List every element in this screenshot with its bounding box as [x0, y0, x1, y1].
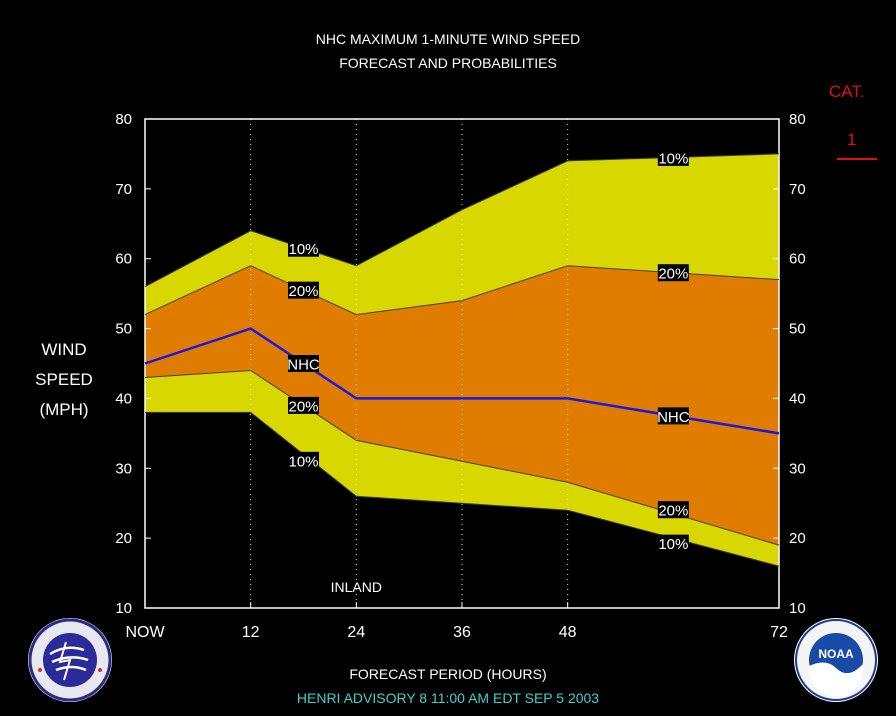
- y-tick-label-right: 10: [789, 600, 806, 617]
- x-tick-label: 48: [559, 624, 577, 641]
- y-tick-label-right: 60: [789, 251, 806, 268]
- y-tick-label-left: 40: [115, 390, 132, 407]
- y-tick-label-left: 50: [115, 321, 132, 338]
- label-nhc-left: NHC: [287, 357, 320, 374]
- upper-20-boundary: [144, 265, 780, 316]
- x-tick-label: NOW: [125, 624, 165, 641]
- label-lower-10-right-box: [657, 534, 689, 552]
- x-tick-label: 24: [347, 624, 365, 641]
- label-lower-20-left: 20%: [288, 398, 318, 415]
- y-axis-label-line: WIND: [41, 340, 86, 359]
- svg-text:NOAA: NOAA: [818, 647, 854, 661]
- y-tick-label-left: 30: [115, 460, 132, 477]
- y-tick-label-right: 20: [789, 530, 806, 547]
- noaa-logo: NOAA: [794, 618, 878, 702]
- x-axis-title: FORECAST PERIOD (HOURS): [349, 666, 547, 682]
- nws-logo: [28, 618, 112, 702]
- chart-title: NHC MAXIMUM 1-MINUTE WIND SPEED: [315, 31, 581, 47]
- x-tick-label: 36: [453, 624, 471, 641]
- label-upper-10-right: 10%: [658, 150, 688, 167]
- category-value: 1: [847, 130, 857, 149]
- y-tick-label-left: 60: [115, 251, 132, 268]
- lower-10-boundary: [145, 411, 780, 567]
- label-lower-10-left-box: [288, 451, 319, 469]
- label-lower-20-right: 20%: [658, 503, 688, 520]
- label-upper-10-left: 10%: [288, 241, 318, 258]
- y-tick-label-right: 40: [789, 390, 806, 407]
- label-lower-10-right: 10%: [658, 536, 688, 553]
- lower-20-boundary: [144, 369, 780, 546]
- y-tick-label-right: 70: [789, 181, 806, 198]
- category-marker: [837, 158, 877, 160]
- label-lower-20-left-box: [288, 396, 319, 414]
- y-tick-label-left: 70: [115, 181, 132, 198]
- chart-subtitle: FORECAST AND PROBABILITIES: [339, 55, 557, 71]
- label-nhc-right: NHC: [657, 409, 690, 426]
- band-20-percent: [145, 265, 779, 546]
- label-lower-10-left: 10%: [288, 453, 318, 470]
- inland-annotation: INLAND: [331, 579, 382, 595]
- y-tick-label-right: 80: [789, 111, 806, 128]
- label-nhc-left-box: [288, 355, 319, 372]
- label-upper-20-right: 20%: [658, 266, 688, 283]
- label-upper-20-right-box: [657, 264, 689, 282]
- label-upper-20-left: 20%: [288, 283, 318, 300]
- y-tick-label-right: 50: [789, 321, 806, 338]
- advisory-footer: HENRI ADVISORY 8 11:00 AM EDT SEP 5 2003: [296, 690, 600, 706]
- label-upper-10-left-box: [288, 239, 319, 257]
- y-tick-label-left: 20: [115, 530, 132, 547]
- y-tick-label-right: 30: [789, 460, 806, 477]
- nhc-forecast-line: [144, 327, 780, 435]
- label-nhc-right-box: [657, 407, 689, 425]
- upper-10-boundary: [144, 153, 780, 288]
- label-lower-20-right-box: [657, 501, 689, 519]
- y-axis-label-line: (MPH): [39, 400, 88, 419]
- label-upper-20-left-box: [288, 281, 319, 299]
- category-label: CAT.: [829, 82, 865, 101]
- label-upper-10-right-box: [657, 148, 689, 166]
- x-tick-label: 72: [770, 624, 788, 641]
- y-tick-label-left: 10: [115, 600, 132, 617]
- x-tick-label: 12: [242, 624, 260, 641]
- y-axis-label-line: SPEED: [35, 370, 93, 389]
- y-tick-label-left: 80: [115, 111, 132, 128]
